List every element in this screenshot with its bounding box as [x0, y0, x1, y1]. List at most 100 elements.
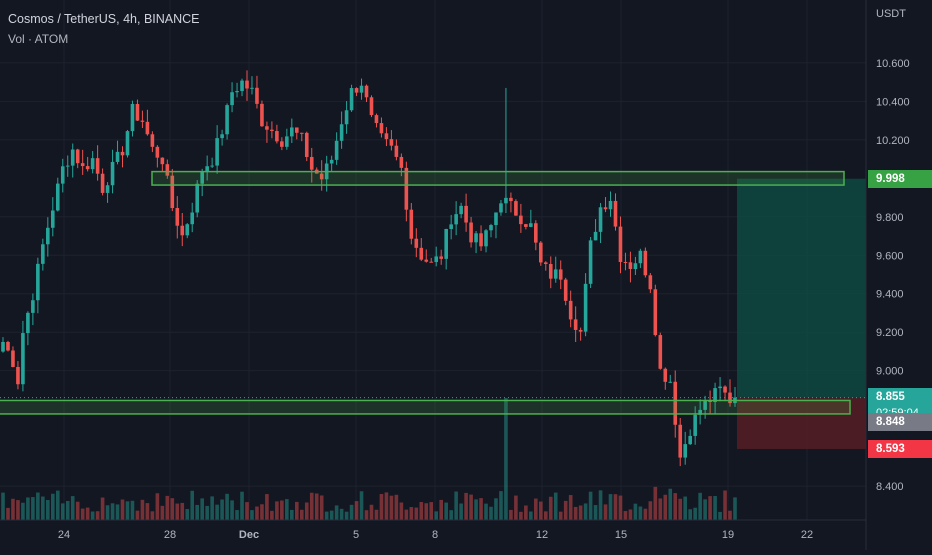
candle-body: [100, 173, 105, 193]
candle-body: [364, 85, 369, 98]
candle-body: [215, 138, 219, 166]
candle-body: [409, 209, 414, 239]
candle-body: [304, 132, 309, 157]
candle-body: [484, 230, 488, 247]
volume-bar: [115, 504, 120, 520]
volume-bar: [324, 511, 329, 520]
volume-bar: [658, 498, 663, 520]
candle-body: [429, 261, 434, 263]
grid: [0, 0, 866, 520]
volume-bar: [135, 510, 140, 520]
entry-price-value: 8.848: [876, 415, 905, 428]
candle-body: [200, 170, 204, 184]
volume-bar: [449, 510, 453, 520]
volume-bar: [285, 499, 289, 520]
candle-body: [618, 226, 623, 262]
candle-body: [573, 319, 578, 330]
volume-bar: [6, 507, 10, 520]
candle-body: [578, 329, 583, 332]
candle-body: [225, 105, 229, 135]
candle-body: [135, 104, 140, 121]
candle-body: [160, 157, 165, 165]
volume-bar: [543, 511, 548, 520]
volume-bar: [379, 494, 384, 520]
candle-body: [558, 269, 563, 280]
candle-body: [80, 163, 85, 167]
candle-body: [170, 175, 175, 209]
candle-body: [299, 132, 304, 134]
volume-bar: [160, 505, 165, 520]
time-axis[interactable]: 24 28 Dec 5 8 12 15 19 22: [0, 519, 866, 541]
volume-title: Vol · ATOM: [8, 32, 69, 46]
volume-bar: [105, 505, 110, 520]
candle-body: [344, 110, 349, 125]
volume-bar: [548, 496, 553, 520]
candle-body: [509, 197, 513, 202]
candle-body: [1, 341, 5, 352]
volume-bar: [588, 491, 593, 520]
volume-bar: [688, 509, 692, 520]
volume-bar: [120, 499, 125, 520]
volume-bar: [424, 503, 429, 520]
volume-bar: [240, 491, 244, 520]
price-axis[interactable]: 10.600 10.400 10.200 9.800 9.600 9.400 9.200 9.…: [865, 0, 910, 550]
volume-bar: [713, 496, 717, 520]
candle-body: [36, 263, 40, 301]
volume-bar: [16, 500, 20, 520]
volume-bar: [469, 494, 473, 520]
candle-body: [374, 115, 379, 124]
price-tick-label: 8.400: [876, 481, 904, 493]
axis-unit-label[interactable]: USDT: [876, 8, 906, 20]
candle-body: [489, 225, 493, 231]
volume-bar: [26, 497, 30, 520]
candle-body: [414, 238, 419, 248]
candle-body: [688, 435, 692, 445]
candle-body: [638, 250, 643, 264]
candle-body: [75, 149, 80, 164]
candle-body: [504, 197, 508, 204]
price-tick-label: 9.800: [876, 212, 904, 224]
volume-bar: [349, 504, 354, 520]
volume-bar: [444, 502, 448, 520]
candle-body: [250, 87, 254, 89]
volume-bar: [100, 497, 105, 520]
volume-bar: [195, 504, 200, 520]
price-tick-label: 9.000: [876, 366, 904, 378]
volume-bar: [299, 509, 304, 520]
candle-body: [613, 200, 618, 227]
candle-body: [703, 400, 707, 410]
volume-bar: [145, 503, 150, 520]
volume-bar: [668, 488, 673, 520]
volume-bar: [499, 491, 503, 520]
candle-body: [105, 185, 110, 193]
volume-bar: [618, 495, 623, 520]
target-price-value: 9.998: [876, 172, 905, 185]
volume-bar: [205, 505, 209, 520]
zones[interactable]: [0, 170, 851, 415]
chart-legend: Cosmos / TetherUS, 4h, BINANCE Vol · ATO…: [8, 9, 200, 49]
candle-body: [718, 386, 722, 389]
candle-body: [628, 262, 633, 270]
candle-body: [454, 214, 458, 225]
volume-bar: [334, 505, 339, 520]
volume-bar: [175, 503, 180, 520]
volume-bar: [479, 498, 483, 520]
volume-bar: [75, 501, 80, 520]
candle-body: [668, 381, 673, 383]
candle-body: [653, 289, 658, 336]
candle-body: [11, 350, 15, 367]
candle-body: [434, 256, 439, 263]
candle-body: [95, 158, 100, 174]
candle-body: [514, 201, 518, 216]
candle-body: [708, 400, 712, 403]
volume-bar: [95, 511, 100, 520]
candle-body: [424, 259, 429, 262]
volume-bar: [55, 490, 60, 520]
candle-body: [31, 300, 35, 313]
volume-bar: [230, 500, 234, 520]
volume-bar: [165, 495, 170, 520]
candle-body: [240, 80, 244, 92]
long-position-tool[interactable]: [0, 178, 866, 449]
